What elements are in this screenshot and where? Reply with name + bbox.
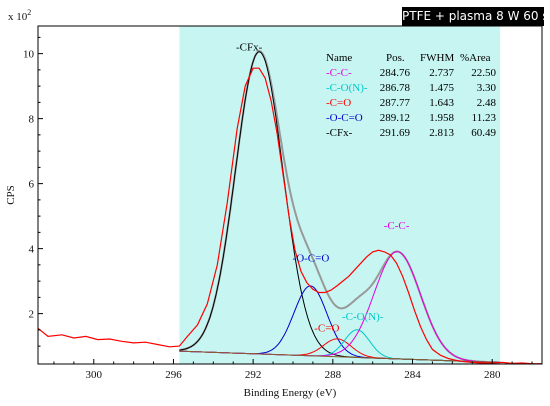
curve-layer (37, 50, 542, 365)
peak-label: -CFx- (236, 41, 263, 53)
y-axis-ticks: 2 4 6 8 10 (23, 36, 43, 347)
peak-label: -O-C=O (293, 253, 330, 265)
x-tick-label: 300 (86, 369, 103, 381)
peak-table-header: Pos. (386, 52, 405, 64)
peak-table-cell: 1.475 (429, 82, 454, 94)
chart-title-badge: PTFE + plasma 8 W 60 s (402, 7, 549, 26)
x-tick-label: 292 (245, 369, 262, 381)
y-tick-label: 10 (23, 49, 35, 61)
y-tick-label: 6 (29, 179, 35, 191)
y-multiplier-base: x 10 (8, 11, 28, 23)
y-tick-label: 2 (29, 309, 35, 321)
plot-frame (37, 25, 543, 365)
peak-labels: -CFx--O-C=O-C-C--C-O(N)--C=O (236, 41, 410, 334)
peak-table-header: FWHM (420, 52, 454, 64)
y-multiplier-label: x 102 (8, 8, 31, 23)
peak-table-header: %Area (460, 52, 491, 64)
peak-table-cell: 2.737 (429, 67, 454, 79)
y-axis-title: CPS (5, 185, 17, 205)
peak-table-cell: -C-O(N)- (326, 82, 368, 94)
peak-table-cell: 2.813 (429, 127, 454, 139)
y-tick-label: 8 (29, 114, 35, 126)
peak-label: -C-C- (384, 220, 410, 232)
peak-label: -C=O (314, 323, 339, 335)
peak-table-header: Name (326, 52, 352, 64)
peak-table-cell: 1.643 (429, 97, 454, 109)
peak-table: Name Pos. FWHM %Area -C-C- 284.76 2.737 22.50 -C… (326, 52, 497, 139)
x-axis-title: Binding Energy (eV) (244, 387, 337, 399)
peak-table-cell: -C=O (326, 97, 351, 109)
peak-table-cell: 11.23 (472, 112, 497, 124)
peak-table-cell: -CFx- (326, 127, 353, 139)
peak-table-cell: 291.69 (380, 127, 411, 139)
peak-table-cell: 60.49 (471, 127, 496, 139)
peak-table-cell: -O-C=O (326, 112, 363, 124)
peak-label: -C-O(N)- (342, 311, 384, 323)
background-baseline (179, 350, 501, 364)
x-tick-label: 288 (325, 369, 342, 381)
x-tick-label: 280 (484, 369, 501, 381)
peak-table-cell: 22.50 (471, 67, 496, 79)
measured-spectrum (37, 67, 542, 365)
peak-table-cell: 287.77 (380, 97, 411, 109)
peak-table-cell: 286.78 (380, 82, 411, 94)
y-multiplier-exponent: 2 (27, 8, 31, 17)
peak-table-cell: -C-C- (326, 67, 352, 79)
y-tick-label: 4 (29, 244, 35, 256)
peak-table-cell: 1.958 (429, 112, 454, 124)
peak-table-cell: 3.30 (477, 82, 497, 94)
x-tick-label: 284 (404, 369, 421, 381)
x-tick-label: 296 (165, 369, 182, 381)
peak-table-cell: 284.76 (380, 67, 411, 79)
peak-table-cell: 2.48 (477, 97, 497, 109)
x-axis-ticks: 300 296 292 288 284 280 (53, 359, 533, 381)
peak-table-cell: 289.12 (380, 112, 410, 124)
